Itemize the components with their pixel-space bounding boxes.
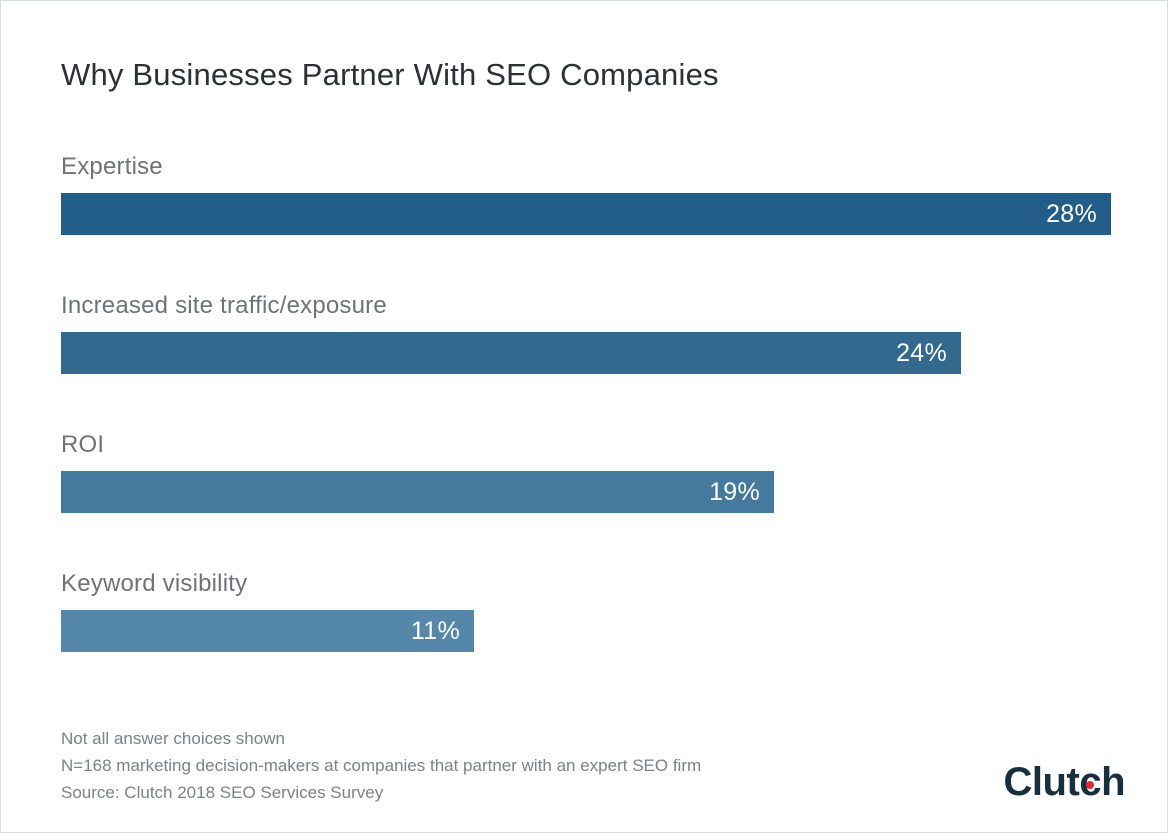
category-label: Expertise (61, 153, 163, 180)
value-label: 24% (896, 338, 947, 367)
chart-row: Expertise 28% (61, 153, 1111, 235)
chart-row: Increased site traffic/exposure 24% (61, 292, 1111, 374)
clutch-logo-dot-icon (1086, 781, 1095, 789)
chart-title: Why Businesses Partner With SEO Companie… (61, 57, 719, 92)
chart-row: ROI 19% (61, 431, 1111, 513)
clutch-logo-text-post: h (1101, 760, 1125, 804)
bar: 11% (61, 610, 474, 652)
category-label: Keyword visibility (61, 570, 248, 597)
chart-row: Keyword visibility 11% (61, 570, 1111, 652)
category-label: Increased site traffic/exposure (61, 292, 387, 319)
chart-footer: Not all answer choices shown N=168 marke… (61, 725, 1125, 806)
category-label: ROI (61, 431, 105, 458)
clutch-logo-c: c (1079, 762, 1101, 802)
value-label: 28% (1046, 199, 1097, 228)
value-label: 11% (410, 616, 460, 645)
footnote-line: Source: Clutch 2018 SEO Services Survey (61, 783, 384, 802)
bar-chart: Expertise 28% Increased site traffic/expos… (61, 153, 1111, 652)
bar: 19% (61, 471, 774, 513)
footnote-line: N=168 marketing decision-makers at compa… (61, 756, 702, 775)
bar: 28% (61, 193, 1111, 235)
bar: 24% (61, 332, 961, 374)
clutch-logo: Clutch (1003, 760, 1126, 806)
footnotes: Not all answer choices shown N=168 marke… (61, 725, 701, 806)
footnote-line: Not all answer choices shown (61, 729, 285, 748)
clutch-logo-text-pre: Clut (1003, 760, 1080, 804)
value-label: 19% (709, 477, 760, 506)
